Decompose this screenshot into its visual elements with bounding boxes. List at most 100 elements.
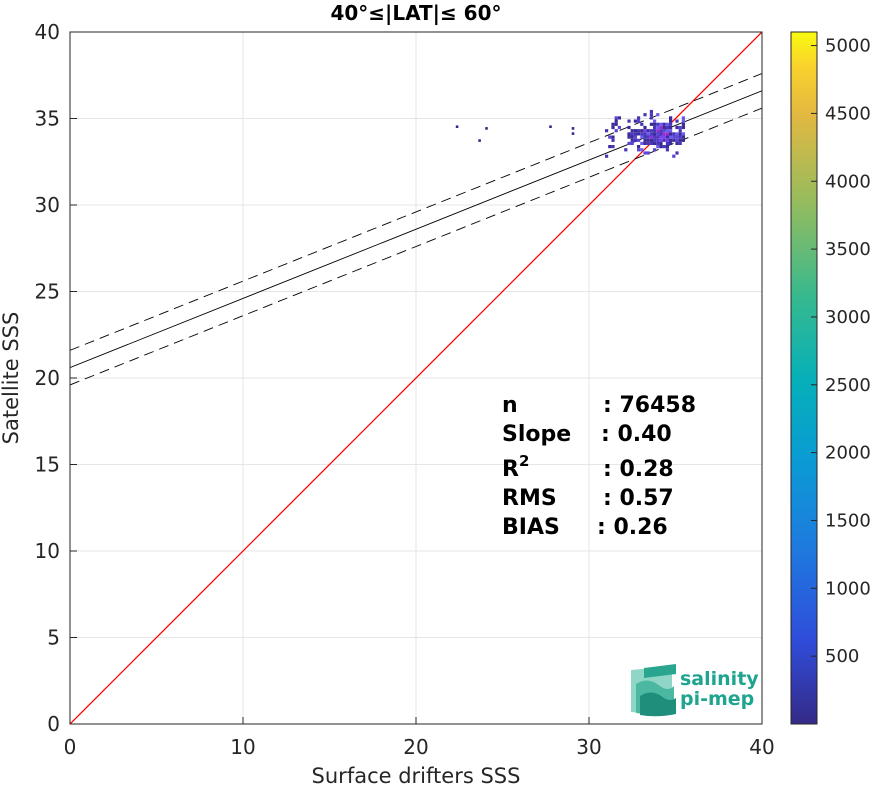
density-cell	[662, 138, 666, 142]
density-cell	[643, 141, 647, 145]
colorbar-tick-label: 2000	[825, 443, 871, 464]
density-cell	[649, 109, 653, 114]
density-cell	[611, 135, 615, 139]
density-cell	[649, 122, 653, 126]
colorbar-tick-label: 4500	[825, 103, 871, 124]
colorbar: 500 1000 1500 2000 2500 3000 3500 4000 4500 5000	[790, 31, 871, 725]
density-cell	[633, 132, 637, 136]
density-cell	[669, 119, 673, 123]
density-cell	[681, 135, 685, 139]
density-cell	[665, 145, 669, 149]
outlier-point	[571, 132, 575, 135]
density-cell	[640, 132, 644, 136]
density-cell	[653, 125, 657, 130]
density-cell	[643, 151, 647, 155]
stat-slope-label: Slope	[502, 422, 571, 447]
x-tick-label: 40	[749, 735, 774, 759]
density-cell	[675, 125, 679, 130]
y-axis-label: Satellite SSS	[0, 312, 23, 445]
density-cell	[675, 141, 679, 145]
y-tick-label: 40	[35, 20, 60, 44]
density-cell	[681, 125, 685, 130]
density-cell	[637, 145, 641, 149]
density-cell	[672, 154, 676, 158]
y-tick-labels: 0 5 10 15 20 25 30 35 40	[35, 20, 60, 736]
stat-bias-value: : 0.26	[597, 515, 668, 540]
x-axis-label: Surface drifters SSS	[312, 764, 521, 786]
density-cell	[665, 135, 669, 139]
density-cell	[646, 151, 650, 155]
fit-std-line	[70, 107, 762, 386]
density-cell	[659, 122, 663, 126]
density-cell	[665, 129, 669, 133]
density-cell	[640, 122, 644, 126]
density-cell	[678, 125, 682, 130]
density-cell	[659, 132, 663, 136]
density-cell	[665, 148, 669, 152]
stat-rms-label: RMS	[502, 486, 557, 511]
colorbar-gradient	[790, 31, 818, 725]
density-cell	[643, 135, 647, 139]
density-cell	[614, 129, 618, 133]
colorbar-ticks: 500 1000 1500 2000 2500 3000 3500 4000 4500 5000	[811, 36, 871, 667]
density-cell	[669, 129, 673, 133]
density-cell	[611, 145, 615, 149]
density-cell	[653, 135, 657, 139]
density-cell	[627, 135, 631, 139]
density-cell	[675, 132, 679, 136]
y-tick-label: 25	[35, 280, 60, 304]
density-cell	[678, 132, 682, 136]
stat-n-label: n	[502, 393, 518, 418]
density-cell	[630, 138, 634, 142]
density-cell	[665, 122, 669, 126]
density-cell	[672, 138, 676, 142]
density-cell	[681, 116, 685, 120]
density-cell	[643, 113, 647, 117]
density-cell	[672, 132, 676, 136]
density-cell	[662, 145, 666, 149]
y-tick-label: 30	[35, 193, 60, 217]
density-cell	[678, 141, 682, 145]
density-cell	[665, 138, 669, 142]
density-cell	[669, 132, 673, 136]
colorbar-tick-label: 1000	[825, 578, 871, 599]
density-cell	[678, 129, 682, 133]
density-cell	[649, 129, 653, 133]
density-cell	[659, 141, 663, 145]
density-cell	[681, 132, 685, 136]
density-cell	[669, 135, 673, 139]
stat-slope-value: : 0.40	[601, 422, 672, 447]
density-cell	[646, 141, 650, 145]
y-tick-label: 20	[35, 366, 60, 390]
density-cell	[633, 135, 637, 139]
density-cell	[653, 141, 657, 145]
density-cell	[665, 125, 669, 130]
density-cell	[614, 122, 618, 126]
fit-std-line	[70, 73, 762, 351]
density-cell	[675, 138, 679, 142]
density-cell	[605, 154, 609, 158]
stat-r2-base: R	[502, 457, 519, 482]
density-cell	[649, 116, 653, 120]
density-cell	[653, 129, 657, 133]
density-cell	[643, 129, 647, 133]
density-cell	[678, 135, 682, 139]
density-cell	[617, 116, 621, 120]
stat-r2-value: : 0.28	[603, 457, 674, 482]
outlier-point	[455, 125, 459, 128]
density-cell	[653, 119, 657, 123]
density-cell	[646, 132, 650, 136]
density-cell	[646, 129, 650, 133]
density-cell	[653, 122, 657, 126]
density-cell	[656, 145, 660, 149]
density-cell	[653, 132, 657, 136]
density-cell	[646, 135, 650, 139]
density-cell	[681, 119, 685, 123]
colorbar-tick-label: 5000	[825, 36, 871, 57]
density-cell	[656, 141, 660, 145]
density-cell	[637, 116, 641, 120]
1-1-line-line	[70, 32, 762, 724]
density-cell	[611, 138, 615, 142]
stat-r2-sup: 2	[519, 452, 529, 470]
